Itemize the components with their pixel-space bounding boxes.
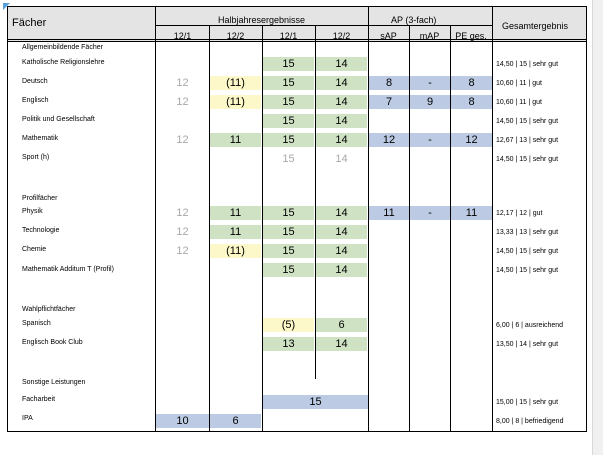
- grade-cell: 14: [316, 263, 367, 277]
- grade-cell: (11): [210, 244, 261, 258]
- grade-cell: 14: [316, 76, 367, 90]
- row-label: Technologie: [22, 227, 60, 234]
- grade-cell: 14: [316, 57, 367, 71]
- grade-cell: 11: [210, 206, 261, 220]
- grade-cell-merged: 15: [263, 395, 368, 409]
- grade-cell: 15: [263, 133, 314, 147]
- total-cell: 12,17 | 12 | gut: [496, 210, 543, 217]
- row-label: Mathematik Additum T (Profil): [22, 266, 114, 273]
- ap-cell: -: [410, 133, 450, 147]
- header-faecher: Fächer: [12, 17, 47, 29]
- row-label: Politik und Gesellschaft: [22, 116, 95, 123]
- grade-cell: 14: [316, 114, 367, 128]
- section-profilfaecher: Profilfächer: [22, 195, 58, 202]
- grade-cell: 14: [316, 206, 367, 220]
- header-gesamtergebnis: Gesamtergebnis: [502, 21, 569, 31]
- grade-cell: 15: [263, 76, 314, 90]
- ap-cell: -: [410, 76, 450, 90]
- subheader-12-2-a: 12/2: [226, 31, 245, 41]
- grade-cell: 10: [156, 414, 209, 428]
- grade-cell: 15: [263, 263, 314, 277]
- ap-cell: -: [410, 206, 450, 220]
- grade-cell: 12: [176, 77, 189, 89]
- ap-cell: 11: [369, 206, 409, 220]
- grade-cell: 14: [316, 225, 367, 239]
- grade-cell: 12: [176, 207, 189, 219]
- grade-cell: 15: [263, 114, 314, 128]
- grade-cell: 15: [263, 206, 314, 220]
- grade-cell: 15: [263, 244, 314, 258]
- grade-cell: 12: [176, 134, 189, 146]
- total-cell: 12,67 | 13 | sehr gut: [496, 137, 559, 144]
- grade-cell: 14: [316, 133, 367, 147]
- row-label: Deutsch: [22, 78, 48, 85]
- vertical-scrollbar[interactable]: [592, 0, 603, 455]
- subheader-sap: sAP: [380, 31, 397, 41]
- total-cell: 13,50 | 14 | sehr gut: [496, 341, 559, 348]
- section-allgemeinbildende: Allgemeinbildende Fächer: [22, 44, 103, 51]
- ap-cell: 12: [451, 133, 492, 147]
- grade-cell: 14: [335, 153, 348, 165]
- ap-cell: 8: [451, 76, 492, 90]
- grade-cell: 6: [210, 414, 261, 428]
- grade-cell: 13: [263, 337, 314, 351]
- total-cell: 6,00 | 6 | ausreichend: [496, 322, 564, 329]
- total-cell: 14,50 | 15 | sehr gut: [496, 61, 559, 68]
- row-label: Chemie: [22, 246, 47, 253]
- total-cell: 8,00 | 8 | befriedigend: [496, 418, 564, 425]
- subheader-12-1-b: 12/1: [279, 31, 298, 41]
- grade-cell: 14: [316, 95, 367, 109]
- section-wahlpflichtfaecher: Wahlpflichtfächer: [22, 306, 76, 313]
- grades-table: Fächer Halbjahresergebnisse AP (3-fach) …: [7, 6, 587, 432]
- total-cell: 14,50 | 15 | sehr gut: [496, 267, 559, 274]
- grade-cell: 12: [176, 226, 189, 238]
- grade-cell: 15: [263, 57, 314, 71]
- grade-cell: 12: [176, 96, 189, 108]
- section-sonstige: Sonstige Leistungen: [22, 379, 86, 386]
- row-label: Englisch Book Club: [22, 339, 83, 346]
- subheader-12-2-b: 12/2: [332, 31, 351, 41]
- grade-cell: 14: [316, 337, 367, 351]
- grade-cell: 11: [210, 225, 261, 239]
- grade-cell: (11): [210, 76, 261, 90]
- grade-cell: 6: [316, 318, 367, 332]
- grade-cell: 12: [176, 245, 189, 257]
- row-label: Englisch: [22, 97, 49, 104]
- row-label: Mathematik: [22, 135, 59, 142]
- subheader-12-1-a: 12/1: [173, 31, 192, 41]
- subheader-pe-ges: PE ges.: [455, 31, 487, 41]
- grade-cell: 11: [210, 133, 261, 147]
- subheader-map: mAP: [419, 31, 440, 41]
- ap-cell: 11: [451, 206, 492, 220]
- grade-cell: (11): [210, 95, 261, 109]
- total-cell: 15,00 | 15 | sehr gut: [496, 399, 559, 406]
- row-label: Facharbeit: [22, 396, 56, 403]
- row-label: Sport (h): [22, 154, 50, 161]
- row-label: IPA: [22, 415, 33, 422]
- row-label: Spanisch: [22, 320, 51, 327]
- total-cell: 10,60 | 11 | gut: [496, 80, 542, 87]
- total-cell: 14,50 | 15 | sehr gut: [496, 248, 559, 255]
- header-halbjahresergebnisse: Halbjahresergebnisse: [218, 15, 306, 25]
- row-label: Katholische Religionslehre: [22, 59, 105, 66]
- grade-cell: 14: [316, 244, 367, 258]
- grade-cell: 15: [282, 153, 295, 165]
- ap-cell: 8: [369, 76, 409, 90]
- ap-cell: 9: [410, 95, 450, 109]
- total-cell: 14,50 | 15 | sehr gut: [496, 156, 559, 163]
- header-ap: AP (3-fach): [391, 15, 437, 25]
- ap-cell: 7: [369, 95, 409, 109]
- grade-cell: 15: [263, 95, 314, 109]
- corner-marker-icon: [3, 3, 10, 10]
- total-cell: 13,33 | 13 | sehr gut: [496, 229, 559, 236]
- ap-cell: 8: [451, 95, 492, 109]
- total-cell: 10,60 | 11 | gut: [496, 99, 542, 106]
- grade-cell: 15: [263, 225, 314, 239]
- grade-cell: (5): [263, 318, 314, 332]
- ap-cell: 12: [369, 133, 409, 147]
- total-cell: 14,50 | 15 | sehr gut: [496, 118, 559, 125]
- row-label: Physik: [22, 208, 43, 215]
- table-header: [8, 7, 586, 41]
